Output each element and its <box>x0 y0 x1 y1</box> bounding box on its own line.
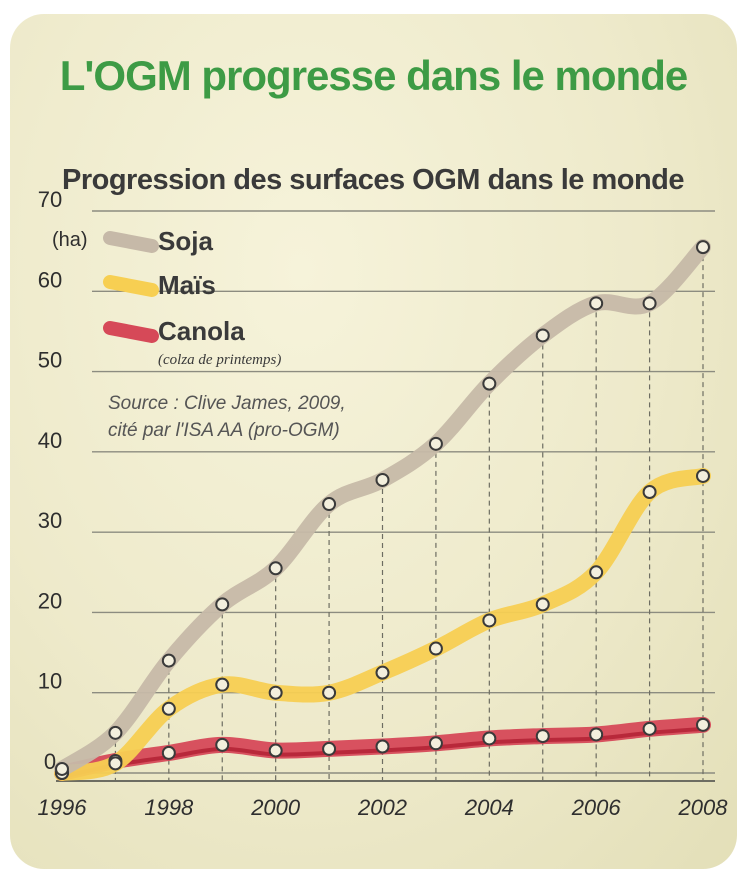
point-soja-2008 <box>696 240 710 255</box>
y-tick-label-30: 30 <box>38 508 62 533</box>
x-tick-label-2004: 2004 <box>464 795 514 820</box>
y-tick-label-50: 50 <box>38 348 62 373</box>
point-canola-1999 <box>215 737 230 752</box>
grid <box>56 210 715 782</box>
y-tick-label-40: 40 <box>38 428 62 453</box>
point-soja-1998 <box>161 653 176 668</box>
source-line-1: Source : Clive James, 2009, <box>108 393 346 414</box>
point-canola-2003 <box>428 736 443 751</box>
point-mais-1999 <box>215 677 230 692</box>
point-mais-2006 <box>589 565 604 580</box>
legend-note-canola: (colza de printemps) <box>158 352 281 368</box>
x-tick-label-1998: 1998 <box>144 795 194 820</box>
point-soja-1996 <box>55 761 69 776</box>
legend-label-soja: Soja <box>158 226 213 256</box>
source-line-2: cité par l'ISA AA (pro-OGM) <box>108 420 340 441</box>
point-mais-2007 <box>642 485 657 499</box>
x-tick-label-2008: 2008 <box>678 795 729 820</box>
point-canola-2002 <box>375 739 390 754</box>
legend: Soja Maïs Canola (colza de printemps) <box>103 226 281 368</box>
point-soja-1999 <box>215 597 230 612</box>
y-tick-label-20: 20 <box>38 588 62 613</box>
x-tick-label-2000: 2000 <box>250 795 301 820</box>
point-mais-2000 <box>268 685 283 700</box>
chart-title: Progression des surfaces OGM dans le mon… <box>62 164 685 196</box>
point-soja-2005 <box>535 328 550 343</box>
y-tick-label-10: 10 <box>38 669 62 694</box>
point-canola-1998 <box>161 745 176 760</box>
legend-swatch-soja <box>103 231 159 253</box>
y-tick-label-0: 0 <box>44 749 56 774</box>
page-title: L'OGM progresse dans le monde <box>59 52 688 99</box>
point-soja-1997 <box>108 725 123 740</box>
axis-labels: 0 10 20 30 40 50 60 70 1996 1998 2000 2002 2004 2006 2… <box>38 187 729 820</box>
legend-swatch-canola <box>103 321 159 343</box>
point-mais-2005 <box>535 597 550 612</box>
point-canola-2006 <box>589 727 604 742</box>
point-soja-2001 <box>322 497 337 512</box>
y-unit-label: (ha) <box>52 229 88 251</box>
line-chart: 0 10 20 30 40 50 60 70 1996 1998 2000 2002 2004 2006 2… <box>38 187 729 820</box>
legend-label-canola: Canola <box>158 316 245 346</box>
x-tick-label-2006: 2006 <box>571 795 622 820</box>
y-tick-label-60: 60 <box>38 267 62 292</box>
x-tick-label-2002: 2002 <box>357 795 407 820</box>
point-soja-2000 <box>268 561 283 576</box>
point-soja-2004 <box>482 376 497 391</box>
point-mais-1997 <box>108 756 123 771</box>
point-mais-2003 <box>428 641 443 656</box>
point-canola-2007 <box>642 721 657 736</box>
x-tick-label-1996: 1996 <box>38 795 88 820</box>
point-canola-2000 <box>268 743 283 758</box>
point-canola-2008 <box>696 717 710 732</box>
chart-card: L'OGM progresse dans le monde Progressio… <box>10 14 737 869</box>
point-canola-2004 <box>482 731 497 746</box>
y-tick-label-70: 70 <box>38 187 62 212</box>
point-soja-2006 <box>589 296 604 311</box>
point-canola-2001 <box>322 741 337 756</box>
point-mais-2008 <box>696 468 710 483</box>
legend-label-mais: Maïs <box>158 270 216 300</box>
point-mais-1998 <box>161 701 176 716</box>
point-soja-2007 <box>642 296 657 311</box>
point-canola-2005 <box>535 729 550 744</box>
point-mais-2001 <box>322 685 337 700</box>
source-note: Source : Clive James, 2009, cité par l'I… <box>108 393 346 441</box>
point-soja-2002 <box>375 472 390 487</box>
point-mais-2002 <box>375 665 390 680</box>
points <box>55 240 710 780</box>
point-soja-2003 <box>428 436 443 451</box>
legend-swatch-mais <box>103 275 159 297</box>
point-mais-2004 <box>482 613 497 628</box>
